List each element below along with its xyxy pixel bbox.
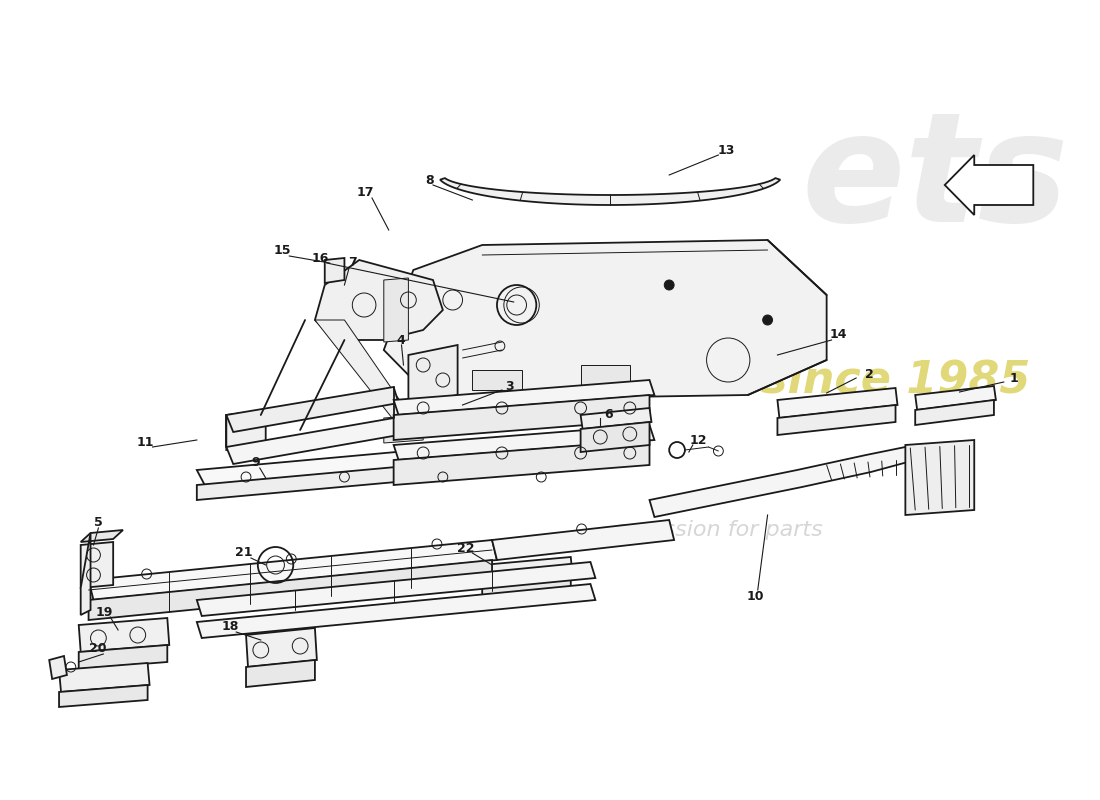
Polygon shape (384, 415, 424, 443)
Polygon shape (492, 520, 674, 560)
Polygon shape (440, 178, 780, 205)
Text: 18: 18 (221, 621, 239, 634)
Text: 14: 14 (829, 329, 847, 342)
Text: 11: 11 (136, 435, 154, 449)
Polygon shape (89, 540, 497, 600)
Polygon shape (246, 628, 317, 667)
Text: 17: 17 (356, 186, 374, 199)
Polygon shape (581, 408, 651, 429)
Polygon shape (649, 445, 915, 517)
Text: 6: 6 (604, 407, 613, 421)
Text: 4: 4 (396, 334, 405, 346)
Polygon shape (89, 560, 492, 620)
Text: 19: 19 (96, 606, 113, 618)
Text: 7: 7 (348, 255, 356, 269)
Polygon shape (394, 395, 649, 440)
Text: 8: 8 (425, 174, 433, 186)
Polygon shape (50, 656, 67, 679)
Polygon shape (79, 645, 167, 669)
Text: 20: 20 (89, 642, 107, 655)
Circle shape (762, 315, 772, 325)
Text: 13: 13 (717, 143, 735, 157)
Text: 1: 1 (1009, 371, 1018, 385)
Polygon shape (80, 530, 123, 542)
Polygon shape (80, 542, 113, 588)
Polygon shape (227, 418, 398, 464)
Circle shape (664, 280, 674, 290)
Polygon shape (246, 660, 315, 687)
Polygon shape (905, 440, 975, 515)
Polygon shape (482, 578, 571, 606)
Polygon shape (197, 584, 595, 638)
Text: ets: ets (801, 106, 1068, 254)
Text: 12: 12 (690, 434, 707, 446)
Polygon shape (315, 260, 443, 340)
Text: a passion for parts: a passion for parts (615, 520, 823, 540)
Polygon shape (197, 445, 640, 500)
Polygon shape (472, 370, 521, 390)
Text: 15: 15 (274, 245, 292, 258)
Polygon shape (581, 422, 649, 452)
Polygon shape (79, 618, 169, 652)
Polygon shape (59, 685, 147, 707)
Polygon shape (408, 345, 458, 405)
Text: 16: 16 (311, 251, 329, 265)
Text: 2: 2 (865, 367, 873, 381)
Polygon shape (384, 278, 408, 342)
Text: 3: 3 (505, 379, 514, 393)
Text: 5: 5 (94, 515, 102, 529)
Polygon shape (315, 320, 414, 420)
Polygon shape (394, 425, 654, 460)
Polygon shape (197, 562, 595, 616)
Polygon shape (227, 387, 398, 432)
Polygon shape (324, 258, 344, 283)
Polygon shape (581, 365, 630, 385)
Polygon shape (227, 410, 266, 450)
Polygon shape (394, 380, 654, 415)
Polygon shape (80, 533, 90, 615)
Polygon shape (197, 430, 649, 485)
Polygon shape (915, 386, 996, 410)
Polygon shape (59, 663, 150, 692)
Polygon shape (394, 440, 649, 485)
Polygon shape (384, 240, 826, 400)
Polygon shape (482, 557, 573, 586)
Text: since 1985: since 1985 (761, 358, 1031, 402)
Polygon shape (778, 388, 898, 418)
Text: 22: 22 (456, 542, 474, 554)
Polygon shape (945, 155, 1033, 215)
Polygon shape (915, 400, 994, 425)
Polygon shape (778, 405, 895, 435)
Text: 21: 21 (235, 546, 253, 559)
Text: 10: 10 (747, 590, 764, 602)
Text: 9: 9 (252, 457, 261, 470)
